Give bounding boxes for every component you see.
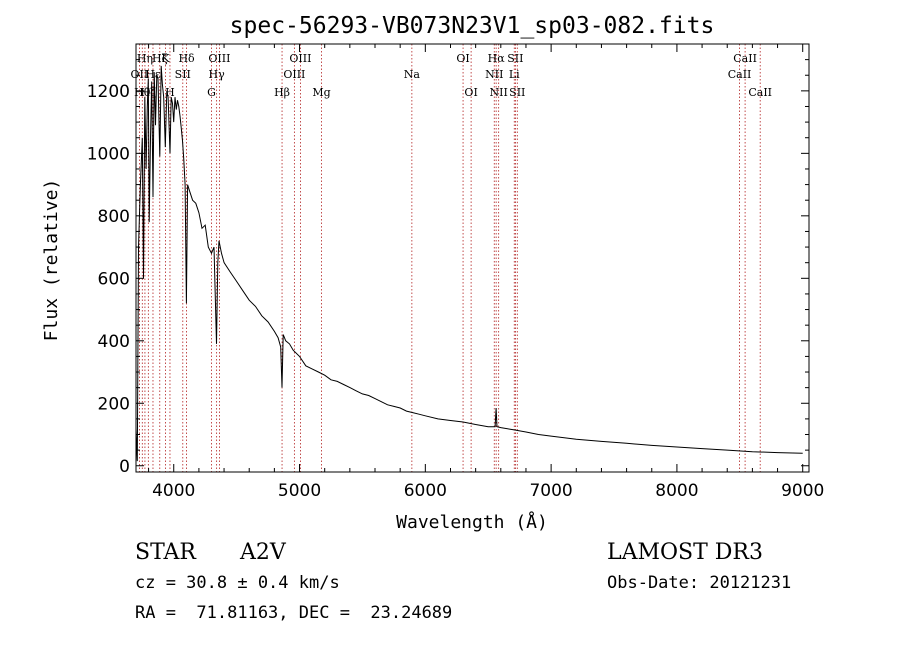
line-label-9: Hδ <box>178 52 195 65</box>
line-label-8: SII <box>175 68 191 81</box>
y-tick-label-1: 200 <box>98 394 130 414</box>
line-label-17: Na <box>404 68 421 81</box>
line-label-6: K <box>161 52 170 65</box>
y-tick-label-0: 0 <box>119 457 130 477</box>
y-tick-label-5: 1000 <box>87 144 130 164</box>
y-tick-label-3: 600 <box>98 269 130 289</box>
line-label-27: CaII <box>733 52 757 65</box>
chart-title: spec-56293-VB073N23V1_sp03-082.fits <box>230 13 715 39</box>
y-tick-label-6: 1200 <box>87 82 130 102</box>
survey-name: LAMOST DR3 <box>607 540 763 565</box>
line-label-22: NII <box>490 86 508 99</box>
line-label-26: CaII <box>728 68 752 81</box>
line-label-23: Li <box>509 68 520 81</box>
line-label-4: Hε <box>145 68 161 81</box>
line-label-24: SII <box>507 52 523 65</box>
line-label-11: Hγ <box>209 68 226 81</box>
line-label-20: NII <box>485 68 503 81</box>
x-axis-label: Wavelength (Å) <box>396 511 548 533</box>
y-axis-label: Flux (relative) <box>41 179 62 342</box>
y-tick-label-4: 800 <box>98 207 130 227</box>
line-label-21: Hα <box>488 52 506 65</box>
spectrum-line <box>135 65 803 462</box>
line-label-18: OI <box>456 52 469 65</box>
x-tick-label-5: 9000 <box>781 481 824 501</box>
line-label-16: Mg <box>312 86 330 99</box>
spectrum-plot: spec-56293-VB073N23V1_sp03-082.fits OIIH… <box>41 13 824 533</box>
line-label-19: OI <box>464 86 477 99</box>
line-label-28: CaII <box>748 86 772 99</box>
object-subclass: A2V <box>240 540 286 565</box>
line-label-2: Hη <box>137 52 153 65</box>
line-label-0: OII <box>131 68 149 81</box>
x-tick-label-0: 4000 <box>152 481 195 501</box>
line-label-13: Hβ <box>274 86 290 99</box>
line-label-10: G <box>207 86 216 99</box>
object-class: STAR <box>135 540 196 565</box>
observation-date: Obs-Date: 20121231 <box>607 573 792 593</box>
x-tick-label-4: 8000 <box>655 481 698 501</box>
line-label-12: OIII <box>208 52 230 65</box>
x-tick-label-1: 5000 <box>278 481 321 501</box>
line-label-7: H <box>165 86 175 99</box>
line-label-5: Hζ <box>152 52 168 65</box>
x-tick-label-3: 7000 <box>529 481 572 501</box>
line-label-14: OIII <box>283 68 305 81</box>
line-label-1: Hθ <box>134 86 151 99</box>
plot-frame <box>135 43 810 473</box>
line-label-15: OIII <box>289 52 311 65</box>
redshift-cz: cz = 30.8 ± 0.4 km/s <box>135 573 340 593</box>
y-tick-label-2: 400 <box>98 332 130 352</box>
line-label-25: SII <box>509 86 525 99</box>
x-tick-label-2: 6000 <box>404 481 447 501</box>
coordinates: RA = 71.81163, DEC = 23.24689 <box>135 603 453 623</box>
